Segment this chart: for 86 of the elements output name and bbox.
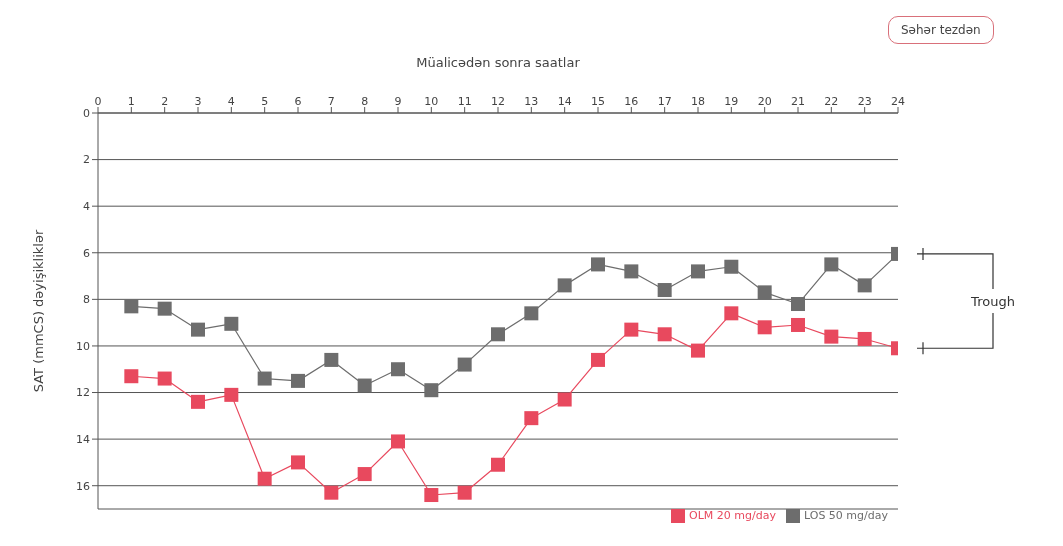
y-tick-label: 8 [83, 293, 90, 307]
point [391, 362, 405, 377]
x-tick-label: 17 [657, 95, 672, 108]
x-tick-label: 6 [294, 95, 302, 108]
x-tick-label: 14 [557, 95, 572, 108]
point [391, 434, 405, 449]
point [657, 283, 672, 298]
point [524, 411, 539, 426]
x-tick-label: 3 [194, 95, 202, 108]
point [257, 471, 272, 486]
x-tick-label: 16 [624, 95, 639, 108]
point [457, 485, 472, 500]
y-tick-label: 0 [83, 106, 90, 120]
x-tick-label: 10 [424, 95, 439, 108]
point [691, 343, 705, 358]
point [724, 259, 739, 274]
point [557, 278, 572, 293]
point [491, 327, 505, 342]
x-tick-label: 20 [757, 95, 772, 108]
x-tick-label: 7 [327, 95, 335, 108]
x-tick-label: 13 [524, 95, 539, 108]
point [624, 264, 639, 279]
x-tick-label: 1 [127, 95, 135, 108]
bracket: Trough [916, 247, 1015, 355]
point [724, 306, 739, 321]
x-tick-label: 2 [161, 95, 169, 108]
point [791, 297, 805, 312]
point [691, 264, 705, 279]
point [224, 316, 239, 331]
point [424, 383, 439, 398]
x-tick-label: 18 [691, 95, 705, 108]
y-tick-label: 6 [83, 246, 90, 260]
point [124, 299, 139, 314]
point [857, 278, 872, 293]
x-tick-label: 4 [227, 95, 235, 108]
point [524, 306, 539, 321]
x-tick-label: 0 [94, 95, 102, 108]
y-tick-label: 4 [83, 200, 90, 214]
point [591, 352, 605, 367]
text: Səhər tezdən [888, 16, 994, 44]
point [124, 369, 139, 384]
point [757, 285, 772, 300]
point [291, 455, 305, 470]
legend-label: OLM 20 mg/day [689, 509, 776, 522]
y-axis-title: SAT (mmCS) dəyişikliklər [30, 229, 46, 393]
point [657, 327, 672, 342]
point [624, 322, 639, 337]
y-tick-label: 12 [76, 386, 90, 400]
point [457, 357, 472, 372]
x-tick-label: 19 [724, 95, 739, 108]
point [191, 322, 205, 337]
x-tick-label: 21 [791, 95, 805, 108]
x-tick-label: 11 [457, 95, 472, 108]
y-tick-label: 2 [83, 153, 90, 167]
x-axis-title: Müalicədən sonra saatlar [416, 55, 581, 71]
y-tick-label: 16 [76, 479, 90, 493]
point [257, 371, 272, 386]
x-tick-label: 8 [361, 95, 369, 108]
point [491, 457, 505, 472]
point [324, 352, 339, 367]
point [357, 467, 372, 482]
point [157, 371, 172, 386]
point [224, 387, 239, 402]
point [791, 317, 805, 332]
point [757, 320, 772, 335]
point [291, 373, 305, 388]
x-tick-label: 9 [394, 95, 402, 108]
point [824, 257, 839, 272]
point [157, 301, 172, 316]
point [824, 329, 839, 344]
x-tick-label: 5 [261, 95, 269, 108]
point [191, 394, 205, 409]
point [591, 257, 605, 272]
point [857, 331, 872, 346]
x-tick-label: 22 [824, 95, 839, 108]
point [324, 485, 339, 500]
x-tick-label: 12 [491, 95, 505, 108]
point [357, 378, 372, 393]
y-tick-label: 10 [76, 339, 90, 353]
x-tick-label: 15 [591, 95, 605, 108]
point [424, 488, 439, 503]
legend-label: LOS 50 mg/day [803, 509, 888, 522]
x-tick-label: 23 [857, 95, 872, 108]
point [557, 392, 572, 407]
y-tick-label: 14 [76, 433, 90, 447]
x-tick-label: 24 [891, 95, 905, 108]
